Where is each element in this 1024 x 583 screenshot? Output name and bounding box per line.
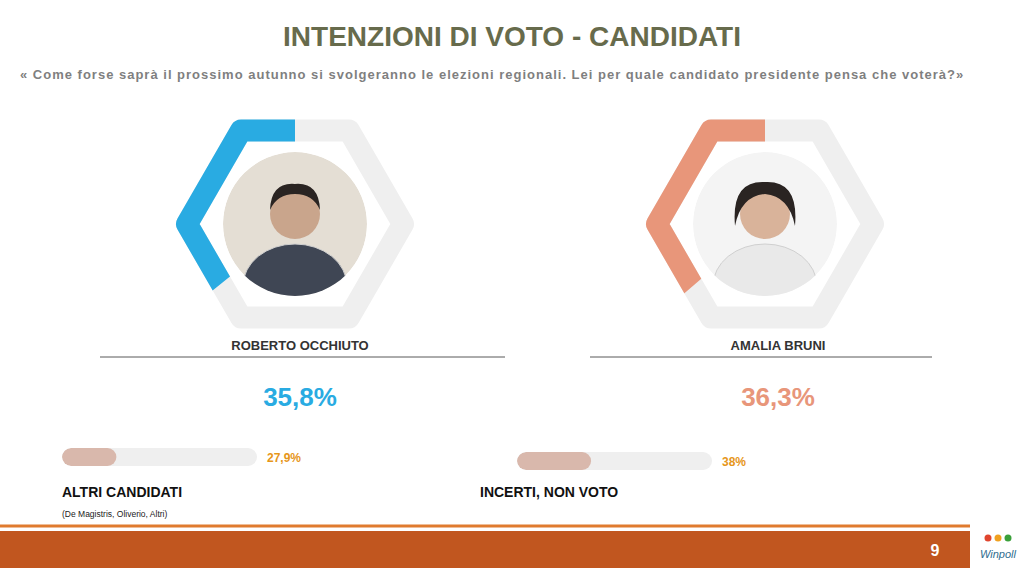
bar-track: [62, 448, 257, 466]
infographic: INTENZIONI DI VOTO - CANDIDATI « Come for…: [0, 0, 1024, 583]
photo: [223, 152, 367, 328]
photo: [693, 152, 837, 328]
page-number: 9: [931, 542, 940, 559]
bar-marks: [62, 448, 116, 466]
category-label: ROBERTO OCCHIUTO: [231, 338, 368, 353]
bar-track: [517, 452, 712, 470]
footer-band: [0, 531, 970, 568]
title: INTENZIONI DI VOTO - CANDIDATI: [283, 21, 741, 52]
logo-dot: [1005, 535, 1012, 542]
data-label: 36,3%: [741, 382, 815, 412]
subtitle-line: « Come forse saprà il prossimo autunno s…: [20, 67, 964, 82]
logo-dot: [985, 535, 992, 542]
donut: [657, 130, 873, 328]
photo-hair: [735, 182, 796, 226]
data-label: 35,8%: [263, 382, 337, 412]
data-label: 38%: [722, 455, 746, 469]
logo: Winpoll: [980, 535, 1017, 561]
category-label: AMALIA BRUNI: [731, 338, 826, 353]
data-label: 27,9%: [267, 451, 301, 465]
bar: [62, 448, 116, 466]
separator: [100, 357, 505, 358]
category-label: INCERTI, NON VOTO: [480, 484, 618, 500]
logo-dot: [995, 535, 1002, 542]
donut: [187, 130, 403, 328]
bar-row: 27,9%: [62, 448, 301, 466]
bar: [517, 452, 591, 470]
subtitle: « Come forse saprà il prossimo autunno s…: [20, 67, 964, 82]
annotation: (De Magistris, Oliverio, Altri): [62, 509, 167, 519]
logo-text: Winpoll: [980, 548, 1017, 560]
separator: [590, 357, 932, 358]
photo-body: [713, 244, 817, 328]
photo-hair: [270, 184, 320, 210]
bar-row: 38%: [517, 452, 746, 470]
footer-rule: [0, 525, 970, 528]
photo-body: [243, 244, 347, 328]
bar-marks: [517, 452, 591, 470]
category-label: ALTRI CANDIDATI: [62, 484, 182, 500]
